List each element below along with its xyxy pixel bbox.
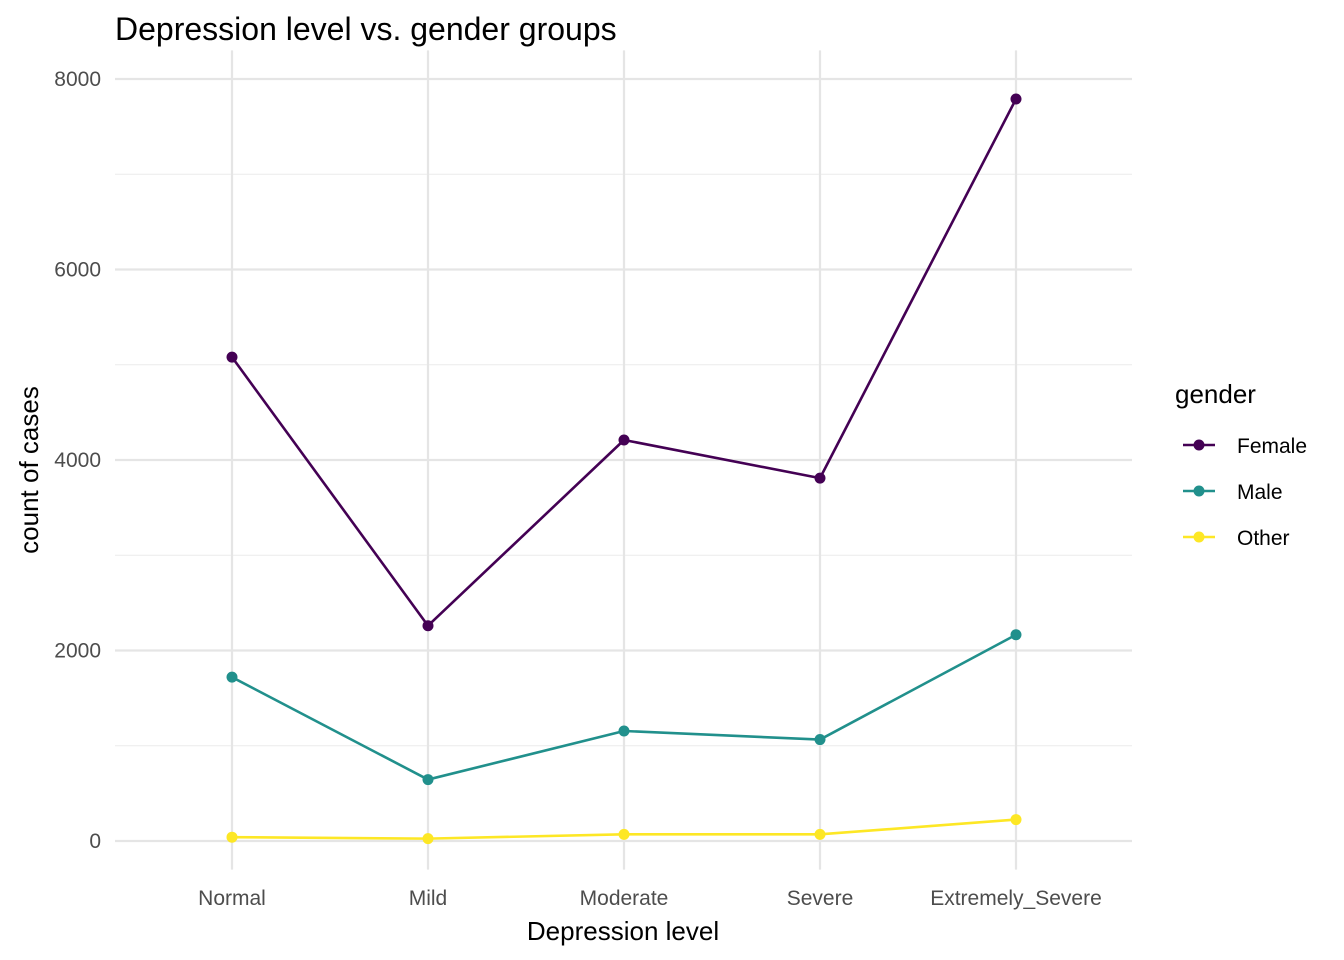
data-point-female [226, 351, 238, 363]
x-tick-label: Severe [787, 887, 854, 910]
legend-label-other: Other [1237, 527, 1290, 550]
data-point-other [1010, 814, 1022, 826]
data-point-female [422, 620, 434, 632]
data-point-male [814, 734, 826, 746]
chart-title: Depression level vs. gender groups [115, 11, 617, 47]
y-tick-label: 0 [89, 830, 101, 853]
y-axis-title: count of cases [14, 386, 44, 554]
y-tick-label: 6000 [54, 259, 101, 282]
data-point-male [1010, 629, 1022, 641]
legend: gender Female Male Other [1175, 379, 1307, 550]
legend-key-point-male [1193, 485, 1205, 497]
legend-title: gender [1175, 379, 1256, 409]
y-tick-label: 4000 [54, 449, 101, 472]
x-axis-title: Depression level [527, 916, 719, 946]
x-axis-tick-labels: Normal Mild Moderate Severe Extremely_Severe [198, 887, 1102, 910]
x-tick-label: Mild [409, 887, 448, 910]
y-tick-label: 2000 [54, 640, 101, 663]
data-point-male [226, 671, 238, 683]
y-tick-label: 8000 [54, 68, 101, 91]
legend-key-point-female [1193, 439, 1205, 451]
legend-label-female: Female [1237, 435, 1307, 458]
data-point-male [618, 725, 630, 737]
data-point-female [618, 434, 630, 446]
y-axis-tick-labels: 0 2000 4000 6000 8000 [54, 68, 101, 853]
data-point-male [422, 774, 434, 786]
major-gridlines [115, 50, 1132, 870]
x-tick-label: Moderate [580, 887, 669, 910]
data-point-other [422, 833, 434, 845]
legend-key-point-other [1193, 531, 1205, 543]
data-point-female [814, 472, 826, 484]
data-point-other [618, 828, 630, 840]
data-point-other [814, 828, 826, 840]
data-point-other [226, 831, 238, 843]
legend-items: Female Male Other [1183, 435, 1307, 550]
legend-label-male: Male [1237, 481, 1283, 504]
x-tick-label: Extremely_Severe [930, 887, 1102, 910]
series-points [226, 93, 1022, 845]
x-tick-label: Normal [198, 887, 266, 910]
data-point-female [1010, 93, 1022, 105]
